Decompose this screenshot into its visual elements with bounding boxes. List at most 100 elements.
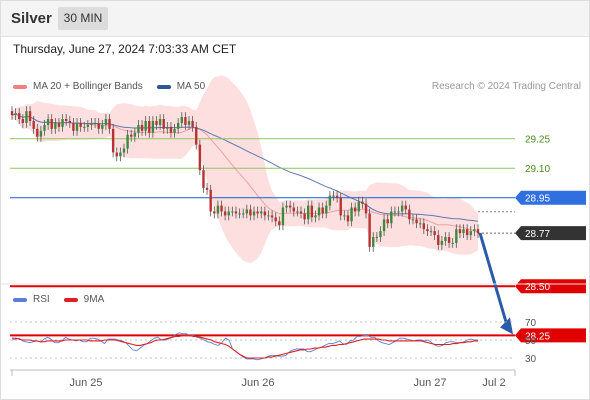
resistance-label: 29.25 bbox=[525, 135, 550, 146]
candle-body bbox=[115, 152, 118, 157]
candle-body bbox=[368, 213, 371, 247]
candle-body bbox=[155, 120, 158, 125]
candle-body bbox=[130, 134, 133, 137]
support-tag bbox=[515, 328, 586, 343]
candle-body bbox=[83, 126, 86, 128]
candle-body bbox=[28, 111, 32, 121]
candle-body bbox=[50, 119, 53, 129]
current-price-label: 28.95 bbox=[525, 194, 550, 205]
candle-body bbox=[299, 211, 303, 214]
candle-body bbox=[364, 203, 368, 214]
candle-body bbox=[202, 170, 205, 188]
candle-body bbox=[133, 132, 137, 137]
legend-swatch-bollinger bbox=[13, 84, 27, 89]
candle-body bbox=[90, 122, 93, 125]
candle-body bbox=[390, 211, 393, 224]
candle-body bbox=[256, 211, 259, 214]
candle-body bbox=[346, 215, 350, 222]
legend-item-ma50: MA 50 bbox=[156, 81, 205, 92]
candle-body bbox=[151, 120, 155, 133]
last-price-tag bbox=[515, 226, 586, 241]
candle-body bbox=[180, 117, 183, 123]
candle-body bbox=[249, 209, 252, 216]
candle-body bbox=[379, 231, 382, 238]
candle-body bbox=[317, 207, 321, 216]
candle-body bbox=[292, 207, 295, 212]
candle-body bbox=[220, 205, 223, 212]
candle-body bbox=[198, 144, 202, 171]
candle-body bbox=[419, 223, 422, 225]
ma20-line bbox=[11, 113, 479, 233]
candle-body bbox=[238, 213, 241, 215]
candle-body bbox=[433, 231, 436, 236]
candle-body bbox=[122, 148, 126, 153]
candle-body bbox=[393, 211, 397, 213]
candle-body bbox=[458, 229, 462, 234]
candle-body bbox=[213, 211, 216, 214]
candle-body bbox=[36, 128, 39, 137]
candle-body bbox=[263, 211, 267, 216]
candle-body bbox=[288, 205, 292, 208]
candle-body bbox=[465, 229, 469, 236]
candle-body bbox=[205, 187, 209, 190]
candle-body bbox=[437, 235, 440, 245]
x-tick-label: Jun 27 bbox=[413, 377, 446, 389]
legend-label-bollinger: MA 20 + Bollinger Bands bbox=[33, 81, 143, 92]
current-price-tag bbox=[515, 190, 586, 205]
candle-body bbox=[21, 119, 25, 123]
candle-body bbox=[173, 128, 176, 133]
x-tick-label: Jul 2 bbox=[482, 377, 505, 389]
candle-body bbox=[140, 124, 144, 131]
candle-body bbox=[101, 124, 104, 129]
candle-body bbox=[353, 207, 357, 212]
candle-body bbox=[307, 205, 310, 220]
credit-text: Research © 2024 Trading Central bbox=[431, 81, 581, 92]
rsi-line bbox=[11, 332, 478, 361]
rsi-tick-label: 70 bbox=[525, 318, 537, 329]
candle-body bbox=[86, 124, 90, 127]
candle-body bbox=[429, 231, 433, 233]
forecast-arrow-shaft bbox=[478, 232, 509, 326]
candle-body bbox=[166, 126, 169, 129]
candle-body bbox=[227, 211, 230, 216]
candle-body bbox=[75, 122, 79, 131]
legend-item-rsi: RSI bbox=[13, 294, 50, 305]
timeframe-badge[interactable]: 30 MIN bbox=[58, 7, 108, 30]
legend-label-rsi: RSI bbox=[33, 294, 50, 305]
legend-item-bollinger: MA 20 + Bollinger Bands bbox=[13, 81, 143, 92]
legend-swatch-rsi bbox=[13, 297, 27, 302]
candle-body bbox=[54, 122, 57, 129]
candle-body bbox=[162, 119, 165, 129]
candle-body bbox=[104, 119, 108, 125]
candle-body bbox=[184, 117, 187, 125]
candle-body bbox=[267, 215, 270, 217]
candle-body bbox=[415, 219, 418, 224]
candle-body bbox=[462, 229, 465, 234]
candle-body bbox=[303, 213, 306, 220]
candle-body bbox=[137, 124, 140, 133]
candle-body bbox=[68, 120, 71, 123]
candle-body bbox=[46, 119, 50, 125]
support-label: 28.50 bbox=[525, 282, 550, 293]
candle-body bbox=[260, 211, 263, 214]
candle-body bbox=[79, 122, 82, 127]
candle-body bbox=[397, 211, 400, 213]
rsi-legend: RSI 9MA bbox=[13, 294, 118, 305]
candle-body bbox=[296, 211, 299, 213]
candle-body bbox=[469, 231, 472, 236]
legend-swatch-9ma bbox=[63, 297, 78, 302]
candle-body bbox=[57, 122, 61, 127]
candle-body bbox=[325, 205, 328, 214]
candle-body bbox=[332, 195, 335, 197]
candle-body bbox=[43, 124, 46, 131]
legend-swatch-ma50 bbox=[156, 84, 171, 89]
timestamp: Thursday, June 27, 2024 7:03:33 AM CET bbox=[13, 42, 237, 56]
candle-body bbox=[231, 211, 234, 213]
candle-body bbox=[187, 120, 191, 125]
candle-body bbox=[281, 207, 285, 226]
candle-body bbox=[144, 120, 147, 131]
candle-body bbox=[335, 195, 339, 198]
candle-body bbox=[372, 237, 375, 247]
bollinger-band bbox=[12, 75, 478, 264]
